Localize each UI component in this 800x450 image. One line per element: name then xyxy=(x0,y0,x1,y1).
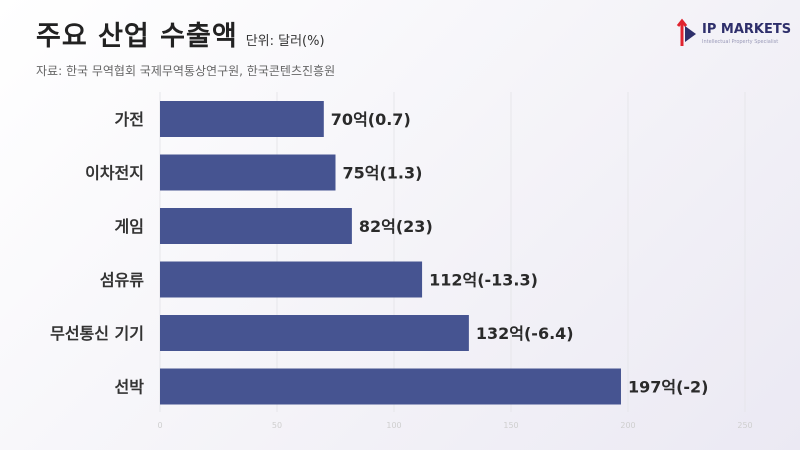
category-label: 무선통신 기기 xyxy=(50,324,144,343)
title-row: 주요 산업 수출액 단위: 달러(%) xyxy=(36,14,325,53)
brand-logo: IP MARKETS Intellectual Property Special… xyxy=(672,18,791,50)
bar xyxy=(160,315,469,351)
data-label: 112억(-13.3) xyxy=(429,271,538,290)
bar xyxy=(160,101,324,137)
chart-title: 주요 산업 수출액 xyxy=(36,21,238,52)
logo-mark-icon xyxy=(676,18,696,46)
x-tick-label: 150 xyxy=(503,421,518,430)
bar xyxy=(160,261,423,298)
category-label: 선박 xyxy=(115,378,145,397)
category-label: 섬유류 xyxy=(100,271,144,290)
category-label: 게임 xyxy=(115,217,144,236)
logo-tagline: Intellectual Property Specialist xyxy=(702,39,779,45)
data-label: 70억(0.7) xyxy=(331,110,411,129)
x-tick-label: 50 xyxy=(272,421,282,430)
category-label: 가전 xyxy=(115,110,144,129)
bar xyxy=(160,368,621,405)
x-tick-label: 0 xyxy=(157,421,162,430)
x-tick-label: 250 xyxy=(737,421,752,430)
x-tick-label: 100 xyxy=(386,421,401,430)
data-label: 197억(-2) xyxy=(628,378,709,397)
data-label: 82억(23) xyxy=(359,217,433,236)
unit-label: 단위: 달러(%) xyxy=(245,34,325,49)
logo-text: IP MARKETS xyxy=(702,22,792,37)
data-label: 132억(-6.4) xyxy=(476,324,574,343)
category-label: 이차전지 xyxy=(85,164,144,183)
source-note: 자료: 한국 무역협회 국제무역통상연구원, 한국콘텐츠진흥원 xyxy=(36,64,336,78)
x-tick-label: 200 xyxy=(620,421,635,430)
data-label: 75억(1.3) xyxy=(343,164,423,183)
bar xyxy=(160,208,352,244)
bar xyxy=(160,154,336,191)
